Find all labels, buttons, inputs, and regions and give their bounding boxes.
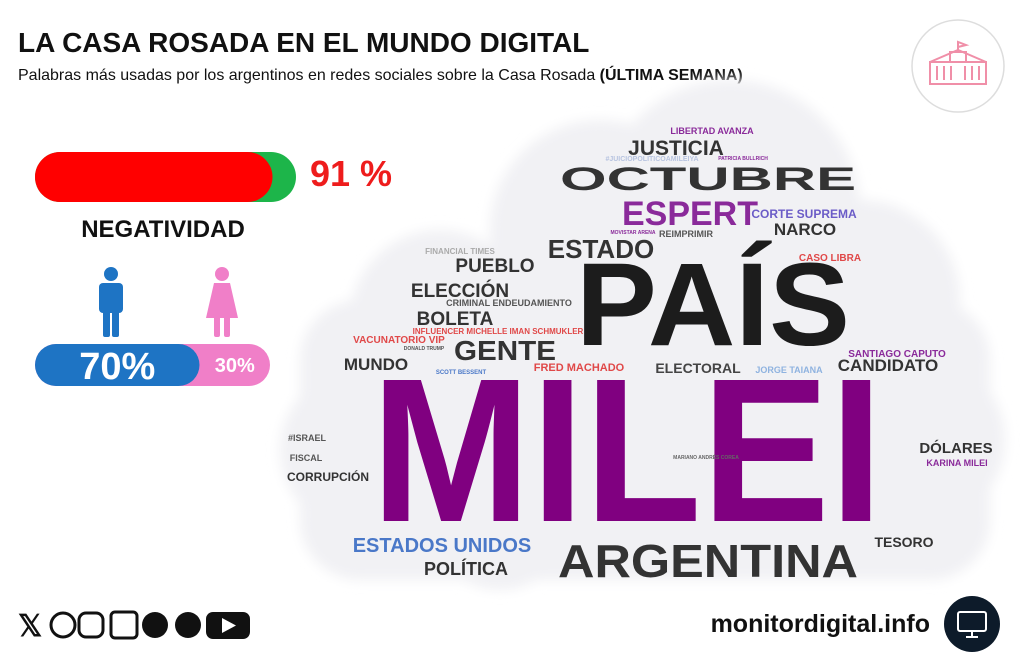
cloud-word: FISCAL [290,453,323,463]
cloud-word: CORRUPCIÓN [287,469,369,484]
cloud-word: ESPERT [622,195,758,233]
cloud-word: CRIMINAL ENDEUDAMIENTO [446,298,572,308]
logo [911,19,1005,113]
cloud-word: MARIANO ANDRÉS COREA [673,453,739,461]
site-url[interactable]: monitordigital.info [711,610,930,638]
cloud-word: OCTUBRE [560,161,856,197]
social-icons[interactable]: 𝕏 [18,610,250,643]
cloud-word: ARGENTINA [558,535,858,587]
cloud [280,80,1005,590]
subtitle-bold: (ÚLTIMA SEMANA) [600,65,743,84]
title: LA CASA ROSADA EN EL MUNDO DIGITAL [18,27,589,58]
cloud-word: TESORO [874,534,933,550]
bar-fill [35,152,273,202]
cloud-word: DÓLARES [919,439,992,457]
cloud-word: VACUNATORIO VIP [353,335,445,346]
cloud-word: GENTE [454,335,556,366]
cloud-word: JORGE TAIANA [755,365,823,375]
cloud-word: MILEI [371,336,883,565]
facebook-icon[interactable] [175,612,201,638]
cloud-word: LIBERTAD AVANZA [670,126,754,136]
female-label: 30% [215,355,255,377]
subtitle-text: Palabras más usadas por los argentinos e… [18,67,595,84]
cloud-word: #JUICIOPOLITICOAMILEIYA [605,156,698,163]
x-icon[interactable]: 𝕏 [18,610,42,643]
cloud-word: ELECCIÓN [411,280,509,302]
subtitle: Palabras más usadas por los argentinos e… [18,65,743,84]
cloud-word: BOLETA [417,309,494,330]
cloud-word: DONALD TRUMP [404,346,445,352]
newsletter-icon[interactable] [109,610,139,640]
threads-icon[interactable] [49,611,77,639]
cloud-word: FRED MACHADO [534,362,625,374]
cloud-word: SCOTT BESSENT [436,370,487,376]
cloud-word: FINANCIAL TIMES [425,247,495,256]
gender-bar: 70% 30% [35,344,270,388]
tiktok-icon[interactable] [142,612,168,638]
negativity-value: 91 % [310,153,392,194]
word-cloud: LIBERTAD AVANZAJUSTICIA#JUICIOPOLITICOAM… [287,126,993,587]
cloud-word: #ISRAEL [288,433,327,443]
male-icon [99,267,123,337]
negativity-label: NEGATIVIDAD [81,216,245,243]
cloud-word: MUNDO [344,355,408,374]
cloud-word: PATRICIA BULLRICH [718,156,768,162]
cloud-word: KARINA MILEI [926,458,987,468]
monitor-icon [944,596,1000,652]
cloud-word: PAÍS [576,239,850,371]
cloud-word: SANTIAGO CAPUTO [848,349,946,360]
female-icon [206,267,238,337]
cloud-word: REIMPRIMIR [659,229,714,239]
cloud-word: CORTE SUPREMA [751,207,857,221]
male-bar [35,344,200,386]
cloud-word: POLÍTICA [424,558,508,579]
cloud-word: ESTADO [548,234,654,264]
cloud-word: INFLUENCER MICHELLE IMAN SCHMUKLER [413,327,584,336]
cloud-word: MOVISTAR ARENA [611,230,656,236]
negativity-bar [35,152,296,202]
cloud-word: ELECTORAL [655,360,741,376]
instagram-icon[interactable] [77,611,105,639]
cloud-word: JUSTICIA [628,137,724,160]
male-label: 70% [79,346,155,388]
cloud-word: CANDIDATO [838,356,938,375]
cloud-word: CASO LIBRA [799,253,861,264]
cloud-word: NARCO [774,220,836,239]
cloud-word: ESTADOS UNIDOS [353,535,532,557]
cloud-word: PUEBLO [455,256,534,277]
